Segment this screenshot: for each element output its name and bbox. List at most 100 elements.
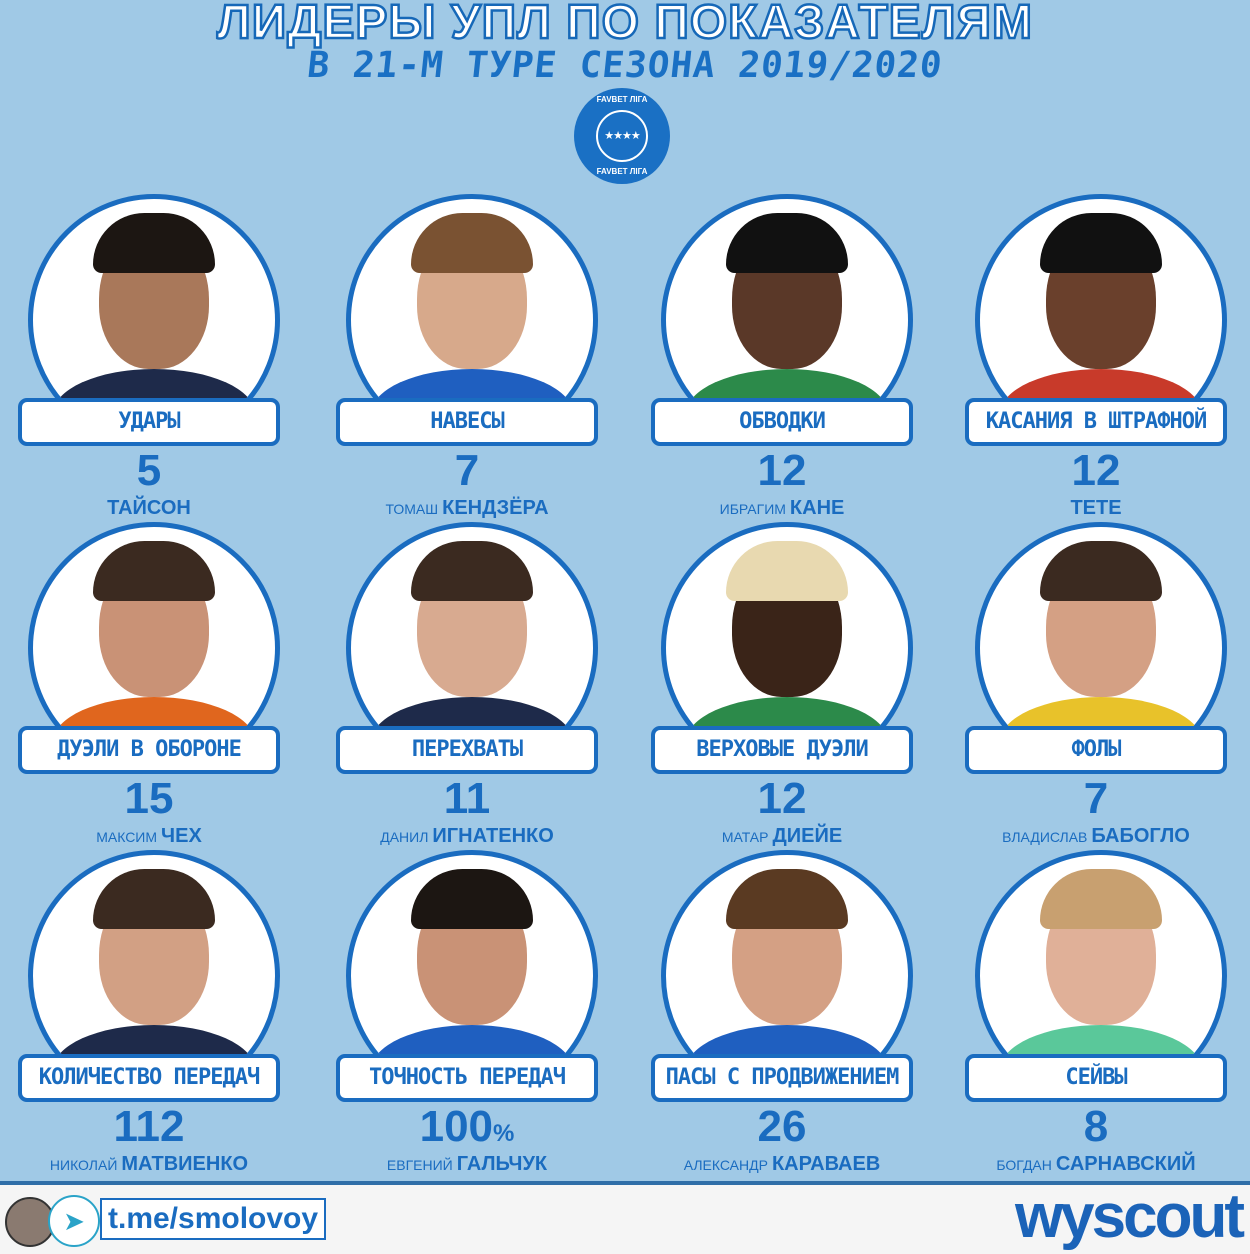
stat-value: 12 [651, 776, 913, 822]
player-name: ТЕТЕ [965, 496, 1227, 520]
stat-value: 8 [965, 1104, 1227, 1150]
stat-number: 12 [757, 774, 807, 823]
stat-value: 112 [18, 1104, 280, 1150]
stat-label: ПАСЫ С ПРОДВИЖЕНИЕМ [651, 1054, 913, 1102]
stars-icon: ★★★★ [596, 110, 648, 162]
player-hair [1040, 869, 1162, 929]
stat-unit: % [493, 1120, 515, 1147]
stat-label: НАВЕСЫ [336, 398, 598, 446]
league-logo-text-bottom: FAVBET ЛІГА [596, 167, 648, 176]
stat-number: 5 [136, 446, 162, 495]
player-hair [726, 541, 848, 601]
player-last-name: ТЕТЕ [1070, 497, 1122, 519]
player-last-name: ТАЙСОН [107, 497, 191, 519]
stat-number: 7 [454, 446, 480, 495]
stat-value: 12 [651, 448, 913, 494]
player-first-name: МАКСИМ [96, 829, 158, 845]
player-last-name: МАТВИЕНКО [121, 1153, 249, 1175]
leader-card: ПАСЫ С ПРОДВИЖЕНИЕМ 26 АЛЕКСАНДР КАРАВАЕВ [651, 850, 921, 1176]
player-hair [726, 213, 848, 273]
telegram-icon[interactable]: ➤ [48, 1195, 100, 1247]
stat-value: 7 [965, 776, 1227, 822]
stat-number: 11 [443, 774, 491, 823]
leader-card: УДАРЫ 5 ТАЙСОН [18, 194, 288, 520]
player-name: ВЛАДИСЛАВ БАБОГЛО [965, 824, 1227, 848]
player-hair [1040, 213, 1162, 273]
player-first-name: НИКОЛАЙ [49, 1157, 118, 1173]
player-first-name: ЕВГЕНИЙ [386, 1157, 453, 1173]
stat-value: 11 [336, 776, 598, 822]
player-last-name: САРНАВСКИЙ [1055, 1153, 1196, 1175]
stat-value: 26 [651, 1104, 913, 1150]
stat-number: 12 [1071, 446, 1121, 495]
stat-number: 12 [757, 446, 807, 495]
leader-card: СЕЙВЫ 8 БОГДАН САРНАВСКИЙ [965, 850, 1235, 1176]
player-last-name: ДИЕЙЕ [772, 825, 843, 847]
stat-label: КАСАНИЯ В ШТРАФНОЙ [965, 398, 1227, 446]
stat-label: КОЛИЧЕСТВО ПЕРЕДАЧ [18, 1054, 280, 1102]
stat-number: 8 [1083, 1102, 1109, 1151]
stat-value: 15 [18, 776, 280, 822]
player-hair [93, 869, 215, 929]
stat-label: ТОЧНОСТЬ ПЕРЕДАЧ [336, 1054, 598, 1102]
leader-card: КОЛИЧЕСТВО ПЕРЕДАЧ 112 НИКОЛАЙ МАТВИЕНКО [18, 850, 288, 1176]
player-name: МАТАР ДИЕЙЕ [651, 824, 913, 848]
player-hair [411, 541, 533, 601]
player-first-name: БОГДАН [996, 1157, 1052, 1173]
player-name: МАКСИМ ЧЕХ [18, 824, 280, 848]
stat-value: 5 [18, 448, 280, 494]
stat-number: 7 [1083, 774, 1109, 823]
player-last-name: КЕНДЗЁРА [442, 497, 549, 519]
player-first-name: ИБРАГИМ [719, 501, 786, 517]
player-last-name: КАРАВАЕВ [771, 1153, 881, 1175]
player-last-name: ИГНАТЕНКО [432, 825, 554, 847]
player-first-name: МАТАР [721, 829, 769, 845]
player-hair [93, 541, 215, 601]
stat-value: 7 [336, 448, 598, 494]
stat-label: ОБВОДКИ [651, 398, 913, 446]
stat-label: ВЕРХОВЫЕ ДУЭЛИ [651, 726, 913, 774]
telegram-link[interactable]: t.me/smolovoy [100, 1198, 327, 1240]
page-title: ЛИДЕРЫ УПЛ ПО ПОКАЗАТЕЛЯМ [216, 0, 1033, 49]
wyscout-logo: wyscout [1014, 1182, 1245, 1251]
stat-value: 100% [336, 1104, 598, 1150]
stat-number: 15 [124, 774, 174, 823]
player-last-name: БАБОГЛО [1091, 825, 1190, 847]
stat-label: ФОЛЫ [965, 726, 1227, 774]
stat-number: 112 [113, 1102, 185, 1151]
player-first-name: ТОМАШ [385, 501, 439, 517]
leader-card: ФОЛЫ 7 ВЛАДИСЛАВ БАБОГЛО [965, 522, 1235, 848]
leader-card: ВЕРХОВЫЕ ДУЭЛИ 12 МАТАР ДИЕЙЕ [651, 522, 921, 848]
stat-number: 100 [419, 1102, 494, 1151]
player-name: ДАНИЛ ИГНАТЕНКО [336, 824, 598, 848]
player-name: ЕВГЕНИЙ ГАЛЬЧУК [336, 1152, 598, 1176]
player-last-name: ЧЕХ [161, 825, 202, 847]
player-hair [411, 213, 533, 273]
player-first-name: ВЛАДИСЛАВ [1002, 829, 1088, 845]
league-logo: FAVBET ЛІГА ★★★★ FAVBET ЛІГА [574, 88, 670, 184]
player-hair [1040, 541, 1162, 601]
player-name: НИКОЛАЙ МАТВИЕНКО [18, 1152, 280, 1176]
stat-label: ДУЭЛИ В ОБОРОНЕ [18, 726, 280, 774]
player-first-name: ДАНИЛ [380, 829, 429, 845]
player-name: БОГДАН САРНАВСКИЙ [965, 1152, 1227, 1176]
player-hair [93, 213, 215, 273]
player-hair [726, 869, 848, 929]
leader-card: КАСАНИЯ В ШТРАФНОЙ 12 ТЕТЕ [965, 194, 1235, 520]
leader-card: ОБВОДКИ 12 ИБРАГИМ КАНЕ [651, 194, 921, 520]
footer: ➤ t.me/smolovoy wyscout [0, 1181, 1250, 1254]
player-last-name: КАНЕ [789, 497, 845, 519]
player-last-name: ГАЛЬЧУК [456, 1153, 548, 1175]
player-name: АЛЕКСАНДР КАРАВАЕВ [651, 1152, 913, 1176]
stat-value: 12 [965, 448, 1227, 494]
player-hair [411, 869, 533, 929]
stat-label: ПЕРЕХВАТЫ [336, 726, 598, 774]
league-logo-text-top: FAVBET ЛІГА [596, 95, 648, 104]
leader-card: ПЕРЕХВАТЫ 11 ДАНИЛ ИГНАТЕНКО [336, 522, 606, 848]
leader-card: НАВЕСЫ 7 ТОМАШ КЕНДЗЁРА [336, 194, 606, 520]
leader-card: ДУЭЛИ В ОБОРОНЕ 15 МАКСИМ ЧЕХ [18, 522, 288, 848]
player-name: ТОМАШ КЕНДЗЁРА [336, 496, 598, 520]
player-first-name: АЛЕКСАНДР [683, 1157, 768, 1173]
player-name: ИБРАГИМ КАНЕ [651, 496, 913, 520]
leader-card: ТОЧНОСТЬ ПЕРЕДАЧ 100% ЕВГЕНИЙ ГАЛЬЧУК [336, 850, 606, 1176]
